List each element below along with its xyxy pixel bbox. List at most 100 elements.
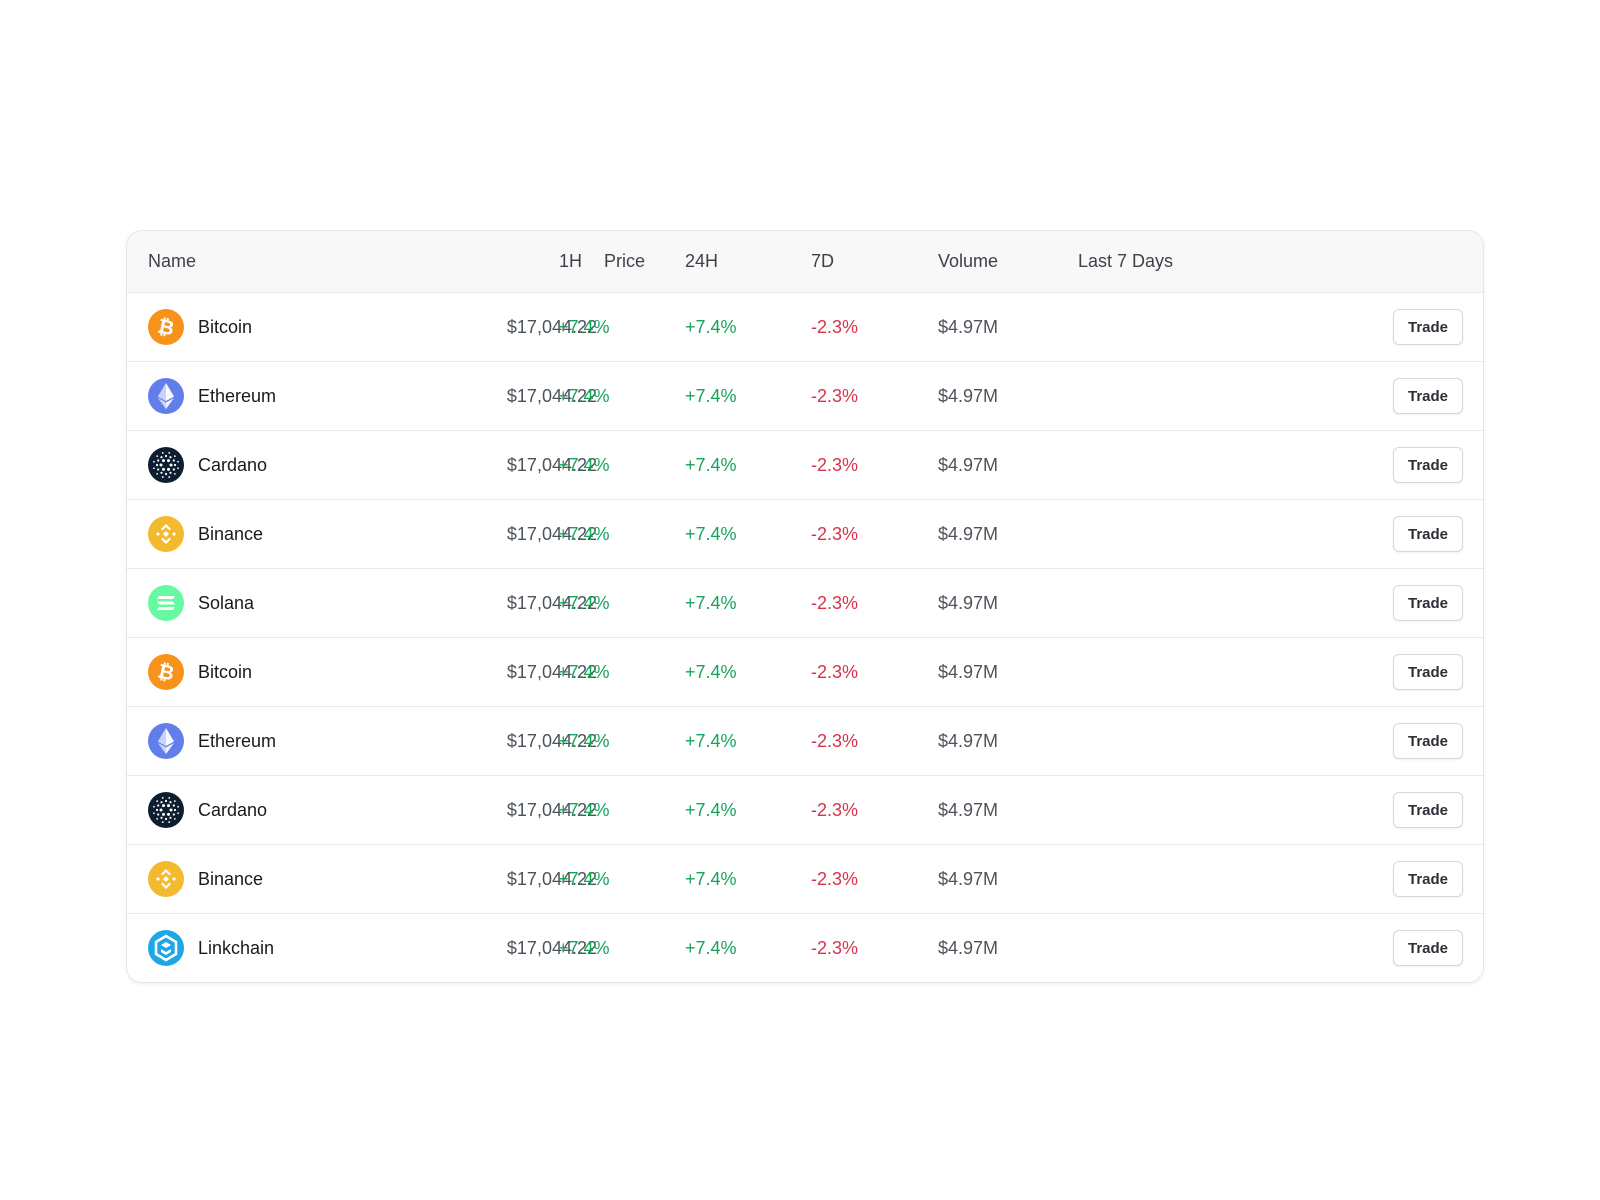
trade-button[interactable]: Trade [1393, 309, 1463, 345]
price-value: $17,044.22 [506, 730, 597, 751]
solana-icon [148, 585, 184, 621]
change-24h: +7.4% [685, 316, 737, 337]
change-7d: -2.3% [811, 730, 859, 751]
change-7d: -2.3% [811, 385, 859, 406]
bitcoin-icon: ₿ [148, 654, 184, 690]
coin-cell: Cardano [148, 431, 267, 499]
coin-cell: Binance [148, 845, 263, 913]
table-row: ₿ Bitcoin $17,044.22 +7.4% +7.4% -2.3% $… [127, 637, 1483, 706]
trade-button[interactable]: Trade [1393, 654, 1463, 690]
trade-cell: Trade [1393, 431, 1463, 499]
change-1h: +7.4% [558, 523, 610, 544]
change-24h: +7.4% [685, 730, 737, 751]
linkchain-icon [148, 930, 184, 966]
coin-cell: Ethereum [148, 707, 276, 775]
change-1h: +7.4% [558, 730, 610, 751]
table-row: Ethereum $17,044.22 +7.4% +7.4% -2.3% $4… [127, 361, 1483, 430]
table-header: Name Price 1H 24H 7D Volume Last 7 Days [127, 231, 1483, 292]
trade-button[interactable]: Trade [1393, 930, 1463, 966]
change-24h: +7.4% [685, 799, 737, 820]
header-price[interactable]: Price [603, 251, 645, 271]
table-row: ₿ Bitcoin $17,044.22 +7.4% +7.4% -2.3% $… [127, 292, 1483, 361]
change-1h: +7.4% [558, 454, 610, 475]
change-7d: -2.3% [811, 454, 859, 475]
table-row: Solana $17,044.22 +7.4% +7.4% -2.3% $4.9… [127, 568, 1483, 637]
volume-value: $4.97M [938, 937, 999, 958]
table-row: Binance $17,044.22 +7.4% +7.4% -2.3% $4.… [127, 499, 1483, 568]
price-value: $17,044.22 [506, 454, 597, 475]
change-24h: +7.4% [685, 592, 737, 613]
change-24h: +7.4% [685, 868, 737, 889]
ethereum-icon [148, 723, 184, 759]
price-value: $17,044.22 [506, 868, 597, 889]
volume-value: $4.97M [938, 385, 999, 406]
trade-cell: Trade [1393, 569, 1463, 637]
price-value: $17,044.22 [506, 385, 597, 406]
cardano-icon [148, 447, 184, 483]
coin-name: Ethereum [198, 730, 277, 751]
change-7d: -2.3% [811, 799, 859, 820]
price-value: $17,044.22 [506, 799, 597, 820]
coin-name: Binance [198, 523, 264, 544]
volume-value: $4.97M [938, 523, 999, 544]
header-name[interactable]: Name [148, 251, 197, 271]
header-1h[interactable]: 1H [559, 251, 583, 271]
change-7d: -2.3% [811, 592, 859, 613]
trade-button[interactable]: Trade [1393, 378, 1463, 414]
svg-text:₿: ₿ [156, 314, 177, 341]
trade-button[interactable]: Trade [1393, 861, 1463, 897]
svg-text:₿: ₿ [156, 659, 177, 686]
price-value: $17,044.22 [506, 937, 597, 958]
change-24h: +7.4% [685, 661, 737, 682]
change-7d: -2.3% [811, 523, 859, 544]
table-row: Cardano $17,044.22 +7.4% +7.4% -2.3% $4.… [127, 775, 1483, 844]
volume-value: $4.97M [938, 799, 999, 820]
coin-cell: ₿ Bitcoin [148, 293, 252, 361]
trade-button[interactable]: Trade [1393, 516, 1463, 552]
change-24h: +7.4% [685, 523, 737, 544]
coin-cell: Binance [148, 500, 263, 568]
price-value: $17,044.22 [506, 316, 597, 337]
change-1h: +7.4% [558, 937, 610, 958]
volume-value: $4.97M [938, 592, 999, 613]
header-7d[interactable]: 7D [811, 251, 835, 271]
coin-name: Bitcoin [198, 661, 253, 682]
coin-name: Cardano [198, 454, 268, 475]
coin-name: Bitcoin [198, 316, 253, 337]
trade-cell: Trade [1393, 776, 1463, 844]
trade-cell: Trade [1393, 638, 1463, 706]
change-1h: +7.4% [558, 868, 610, 889]
trade-button[interactable]: Trade [1393, 792, 1463, 828]
change-24h: +7.4% [685, 937, 737, 958]
change-7d: -2.3% [811, 937, 859, 958]
table-row: Linkchain $17,044.22 +7.4% +7.4% -2.3% $… [127, 913, 1483, 982]
coin-name: Binance [198, 868, 264, 889]
change-7d: -2.3% [811, 661, 859, 682]
coin-cell: Ethereum [148, 362, 276, 430]
header-24h[interactable]: 24H [685, 251, 719, 271]
volume-value: $4.97M [938, 316, 999, 337]
change-1h: +7.4% [558, 316, 610, 337]
coin-cell: Solana [148, 569, 254, 637]
table-row: Binance $17,044.22 +7.4% +7.4% -2.3% $4.… [127, 844, 1483, 913]
coin-name: Ethereum [198, 385, 277, 406]
table-row: Cardano $17,044.22 +7.4% +7.4% -2.3% $4.… [127, 430, 1483, 499]
crypto-table: Name Price 1H 24H 7D Volume Last 7 Days … [126, 230, 1484, 983]
bitcoin-icon: ₿ [148, 309, 184, 345]
trade-button[interactable]: Trade [1393, 585, 1463, 621]
change-1h: +7.4% [558, 592, 610, 613]
change-7d: -2.3% [811, 868, 859, 889]
coin-cell: Cardano [148, 776, 267, 844]
price-value: $17,044.22 [506, 661, 597, 682]
trade-cell: Trade [1393, 707, 1463, 775]
trade-button[interactable]: Trade [1393, 723, 1463, 759]
ethereum-icon [148, 378, 184, 414]
coin-name: Linkchain [198, 937, 275, 958]
coin-name: Cardano [198, 799, 268, 820]
trade-cell: Trade [1393, 845, 1463, 913]
price-value: $17,044.22 [506, 592, 597, 613]
volume-value: $4.97M [938, 661, 999, 682]
header-volume[interactable]: Volume [938, 251, 999, 271]
change-7d: -2.3% [811, 316, 859, 337]
trade-button[interactable]: Trade [1393, 447, 1463, 483]
